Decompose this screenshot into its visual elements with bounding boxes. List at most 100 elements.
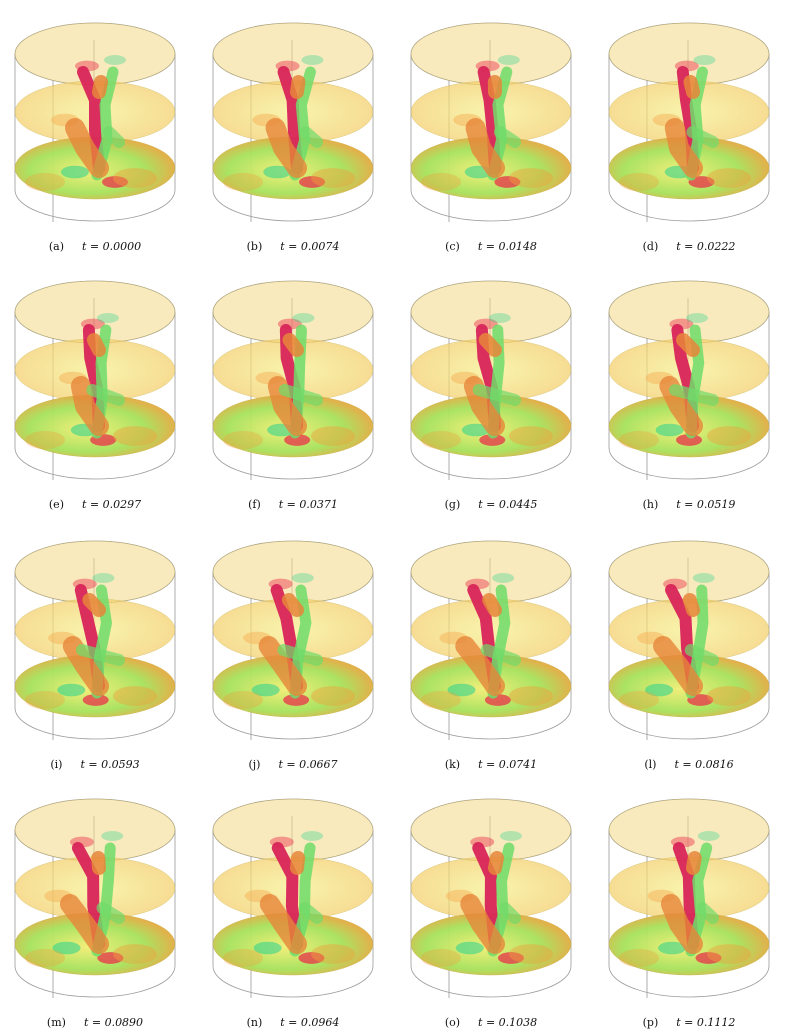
panel-label: (j) — [248, 758, 261, 771]
vortex-orange — [455, 636, 505, 696]
vortex-orange — [91, 851, 106, 875]
vortex-orange — [460, 894, 505, 954]
contour-hot — [497, 952, 524, 964]
vortex-plot — [608, 280, 770, 480]
cylinder-bottom-rim — [410, 447, 572, 480]
panel-c: (c) t = 0.0148 — [406, 10, 576, 253]
vortex-green — [472, 384, 521, 406]
contour-warm — [707, 944, 751, 964]
vortex-green — [686, 126, 719, 148]
vortex-orange — [653, 636, 703, 696]
vortex-orange — [686, 851, 702, 875]
contour-warm — [421, 431, 461, 449]
contour-cool — [52, 941, 81, 955]
time-label: t = 0.0519 — [676, 498, 736, 511]
contour-cool — [251, 683, 280, 697]
panel-label: (p) — [642, 1016, 659, 1029]
time-label: t = 0.0297 — [81, 498, 142, 511]
contour-cool — [488, 313, 511, 323]
cylinder-bottom-rim — [410, 965, 572, 998]
panel-caption: (h) t = 0.0519 — [604, 498, 774, 511]
panel-k: (k) t = 0.0741 — [406, 528, 576, 771]
vortex-plot — [608, 798, 770, 998]
panel-caption: (l) t = 0.0816 — [604, 758, 774, 771]
vortex-orange — [70, 376, 109, 436]
time-label: t = 0.0222 — [676, 240, 736, 253]
slice-top — [14, 540, 176, 604]
vortex-orange — [258, 636, 307, 696]
vortex-plot — [608, 22, 770, 222]
contour-warm — [25, 173, 65, 191]
contour-warm — [25, 691, 65, 709]
panel-label: (k) — [444, 758, 461, 771]
contour-hot — [298, 952, 325, 964]
panel-label: (i) — [50, 758, 63, 771]
contour-warm — [509, 168, 553, 188]
panel-a: (a) t = 0.0000 — [10, 10, 180, 253]
time-label: t = 0.0074 — [280, 240, 340, 253]
slice-top — [410, 280, 572, 344]
cylinder-bottom-rim — [14, 189, 176, 222]
vortex-green — [480, 644, 521, 666]
contour-warm — [619, 691, 659, 709]
panel-label: (o) — [444, 1016, 461, 1029]
contour-warm — [25, 431, 65, 449]
slice-top — [410, 798, 572, 862]
vortex-plot — [14, 22, 176, 222]
contour-warm — [25, 949, 65, 967]
vortex-plot — [410, 22, 572, 222]
contour-hot — [695, 952, 722, 964]
vortex-orange — [682, 593, 700, 617]
time-label: t = 0.0593 — [80, 758, 140, 771]
vortex-orange — [660, 894, 703, 954]
cylinder-bottom-rim — [212, 965, 374, 998]
panel-l: (l) t = 0.0816 — [604, 528, 774, 771]
vortex-green — [96, 902, 125, 924]
contour-warm — [311, 426, 355, 446]
contour-cool — [645, 683, 674, 697]
panel-n: (n) t = 0.0964 — [208, 786, 378, 1029]
contour-cool — [447, 683, 476, 697]
time-label: t = 0.0964 — [280, 1016, 340, 1029]
contour-warm — [311, 944, 355, 964]
contour-cool — [101, 831, 124, 841]
contour-cool — [692, 573, 715, 583]
slice-top — [14, 22, 176, 86]
panel-i: (i) t = 0.0593 — [10, 528, 180, 771]
vortex-orange — [683, 75, 700, 99]
time-label: t = 0.0148 — [477, 240, 537, 253]
slice-top — [212, 540, 374, 604]
vortex-plot — [608, 540, 770, 740]
contour-warm — [223, 691, 263, 709]
panel-e: (e) t = 0.0297 — [10, 268, 180, 511]
contour-hot — [494, 176, 521, 188]
contour-cool — [292, 313, 315, 323]
contour-warm — [707, 426, 751, 446]
panel-label: (g) — [444, 498, 461, 511]
contour-warm — [113, 426, 157, 446]
contour-warm — [113, 944, 157, 964]
contour-hot — [102, 176, 128, 188]
contour-warm — [421, 949, 461, 967]
contour-cool — [492, 573, 515, 583]
panel-p: (p) t = 0.1112 — [604, 786, 774, 1029]
panel-m: (m) t = 0.0890 — [10, 786, 180, 1029]
contour-hot — [479, 434, 506, 446]
contour-hot — [283, 694, 310, 706]
cylinder-bottom-rim — [410, 189, 572, 222]
contour-warm — [619, 431, 659, 449]
vortex-green — [103, 126, 125, 148]
vortex-orange — [281, 593, 304, 617]
contour-warm — [707, 686, 751, 706]
panel-caption: (d) t = 0.0222 — [604, 240, 774, 253]
contour-warm — [509, 686, 553, 706]
panel-label: (m) — [46, 1016, 66, 1029]
panel-caption: (c) t = 0.0148 — [406, 240, 576, 253]
contour-cool — [658, 941, 687, 955]
contour-cool — [253, 941, 282, 955]
time-label: t = 0.0371 — [278, 498, 338, 511]
contour-warm — [223, 173, 263, 191]
contour-cool — [655, 423, 684, 437]
vortex-orange — [478, 333, 502, 357]
contour-cool — [61, 165, 89, 179]
